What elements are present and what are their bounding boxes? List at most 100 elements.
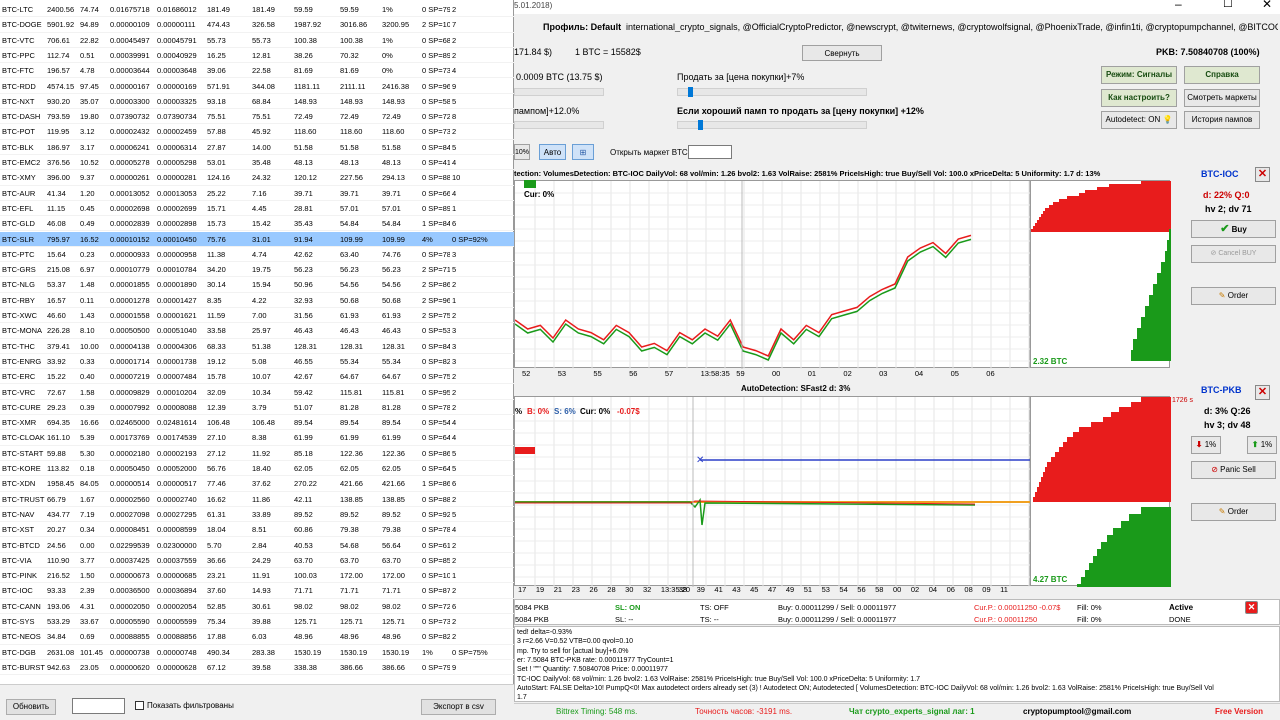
table-row[interactable]: BTC-NXT 930.20 35.07 0.00003300 0.00003325 93…: [0, 94, 514, 110]
table-cell: 0.00000169: [157, 81, 197, 91]
pct-toggle[interactable]: 10%: [514, 144, 530, 160]
table-row[interactable]: BTC-NEOS 34.84 0.69 0.00088855 0.00088856 17.…: [0, 629, 514, 645]
table-row[interactable]: BTC-MONA 226.28 8.10 0.00050500 0.00051040 33…: [0, 323, 514, 339]
ask-depth-bar: [1035, 223, 1171, 226]
order-button-ioc[interactable]: ✎ Order: [1191, 287, 1276, 305]
table-row[interactable]: BTC-IOC 93.33 2.39 0.00036500 0.00036894 37.6…: [0, 583, 514, 599]
how-to-setup-button[interactable]: Как настроить?: [1101, 89, 1177, 107]
table-row[interactable]: BTC-ENRG 33.92 0.33 0.00001714 0.00001738 19.…: [0, 354, 514, 370]
grid-icon[interactable]: ⊞: [572, 144, 594, 160]
table-row[interactable]: BTC-DASH 793.59 19.80 0.07390732 0.07390734 7…: [0, 109, 514, 125]
filter-input[interactable]: [72, 698, 125, 714]
table-row[interactable]: BTC-START 59.88 5.30 0.00002180 0.00002193 27…: [0, 446, 514, 461]
signals-mode-button[interactable]: Режим: Сигналы: [1101, 66, 1177, 84]
autodetect-button[interactable]: Autodetect: ON 💡: [1101, 111, 1177, 129]
table-row[interactable]: BTC-DOGE 5901.92 94.89 0.00000109 0.00000111…: [0, 17, 514, 33]
x-tick-label: 09: [982, 585, 991, 594]
table-row[interactable]: BTC-VTC 706.61 22.82 0.00045497 0.00045791 55…: [0, 33, 514, 48]
table-row[interactable]: BTC-VIA 110.90 3.77 0.00037425 0.00037559 36.…: [0, 553, 514, 569]
cancel-order-icon[interactable]: ✕: [1245, 601, 1258, 614]
table-row[interactable]: BTC-GRS 215.08 6.97 0.00010779 0.00010784 34.…: [0, 262, 514, 278]
legend-cur: Cur: 0%: [580, 407, 611, 416]
table-cell: 1: [452, 571, 457, 581]
pump-sell-slider[interactable]: [514, 121, 604, 129]
target-x-icon: ✕: [696, 455, 704, 466]
table-row[interactable]: BTC-BTCD 24.56 0.00 0.02299539 0.02300000 5.7…: [0, 538, 514, 553]
table-row[interactable]: BTC-PTC 15.64 0.23 0.00000933 0.00000958 11.3…: [0, 247, 514, 263]
table-cell: 0 SP=89%: [422, 50, 450, 60]
table-row[interactable]: BTC-TRUST 66.79 1.67 0.00002560 0.00002740 16…: [0, 492, 514, 507]
pkb-balance: PKB: 7.50840708 (100%): [1156, 47, 1260, 57]
price-chart-ioc[interactable]: [514, 180, 1031, 369]
table-row[interactable]: BTC-XDN 1958.45 84.05 0.00000514 0.00000517 7…: [0, 476, 514, 492]
table-row[interactable]: BTC-SYS 533.29 33.67 0.00005590 0.00005599 75…: [0, 614, 514, 630]
pump-history-button[interactable]: История пампов: [1184, 111, 1260, 129]
table-row[interactable]: BTC-ERC 15.22 0.40 0.00007219 0.00007484 15.7…: [0, 369, 514, 385]
good-pump-slider[interactable]: [677, 120, 867, 130]
table-row[interactable]: BTC-BURST 942.63 23.05 0.00000620 0.00000628…: [0, 660, 514, 676]
refresh-button[interactable]: Обновить: [6, 699, 56, 715]
table-cell: 46.43: [340, 326, 359, 336]
buy-button[interactable]: ✔ Buy: [1191, 220, 1276, 238]
table-cell: 48.96: [294, 632, 313, 642]
show-filtered-checkbox[interactable]: [135, 701, 144, 710]
depth-ioc: 2.32 BTC: [1033, 357, 1068, 366]
table-row[interactable]: BTC-EFL 11.15 0.45 0.00002698 0.00002699 15.7…: [0, 201, 514, 217]
table-row[interactable]: BTC-XST 20.27 0.34 0.00008451 0.00008599 18.0…: [0, 522, 514, 538]
table-row[interactable]: BTC-NAV 434.77 7.19 0.00027098 0.00027295 61.…: [0, 507, 514, 523]
table-cell: 37.62: [252, 479, 271, 489]
table-row[interactable]: BTC-RBY 16.57 0.11 0.00001278 0.00001427 8.35…: [0, 293, 514, 308]
table-row[interactable]: BTC-LTC 2400.56 74.74 0.01675718 0.01686012 1…: [0, 2, 514, 18]
maximize-button[interactable]: ☐: [1223, 0, 1233, 10]
table-row[interactable]: BTC-DGB 2631.08 101.45 0.00000738 0.00000748…: [0, 645, 514, 660]
table-row[interactable]: BTC-CLOAK 161.10 5.39 0.00173769 0.00174539 2…: [0, 430, 514, 446]
view-markets-button[interactable]: Смотреть маркеты: [1184, 89, 1260, 107]
table-cell: 0.00007484: [157, 372, 197, 382]
table-row[interactable]: BTC-VRC 72.67 1.58 0.00009829 0.00010204 32.0…: [0, 385, 514, 400]
table-row[interactable]: BTC-XMY 396.00 9.37 0.00000261 0.00000281 124…: [0, 170, 514, 186]
table-row[interactable]: BTC-THC 379.41 10.00 0.00004138 0.00004306 68…: [0, 339, 514, 354]
table-row[interactable]: BTC-XMR 694.35 16.66 0.02465000 0.02481614 10…: [0, 415, 514, 431]
table-cell: 1.20: [80, 188, 95, 198]
buy-amount-slider[interactable]: [514, 88, 604, 96]
table-row[interactable]: BTC-SLR 795.97 16.52 0.00010152 0.00010450 75…: [0, 231, 514, 247]
table-row[interactable]: BTC-NLG 53.37 1.48 0.00001855 0.00001890 30.1…: [0, 277, 514, 293]
order-button-pkb[interactable]: ✎ Order: [1191, 503, 1276, 521]
table-row[interactable]: BTC-AUR 41.34 1.20 0.00013052 0.00013053 25.2…: [0, 186, 514, 201]
table-row[interactable]: BTC-CURE 29.23 0.39 0.00007992 0.00008088 12.…: [0, 400, 514, 416]
panic-sell-button[interactable]: ⊘ Panic Sell: [1191, 461, 1276, 479]
event-log[interactable]: ted! delta=-0.93% 3 r=2.66 V=0.52 VTB=0.0…: [514, 626, 1280, 702]
collapse-button[interactable]: Свернуть: [802, 45, 882, 61]
table-row[interactable]: BTC-POT 119.95 3.12 0.00002432 0.00002459 57.…: [0, 124, 514, 140]
ask-depth-bar: [1053, 202, 1171, 205]
close-window-button[interactable]: ✕: [1262, 0, 1273, 11]
sell-target-slider[interactable]: [677, 87, 867, 97]
auto-toggle[interactable]: Авто: [539, 144, 566, 160]
close-pkb-icon[interactable]: ✕: [1255, 385, 1270, 400]
table-row[interactable]: BTC-PPC 112.74 0.51 0.00039991 0.00040929 16.…: [0, 48, 514, 64]
table-row[interactable]: BTC-EMC2 376.56 10.52 0.00005278 0.00005298 5…: [0, 155, 514, 171]
bid-depth-bar: [1081, 577, 1171, 584]
contact-email[interactable]: cryptopumptool@gmail.com: [1023, 707, 1132, 716]
table-cell: 115.81: [382, 387, 405, 397]
help-button[interactable]: Справка: [1184, 66, 1260, 84]
table-row[interactable]: BTC-KORE 113.82 0.18 0.00050450 0.00052000 56…: [0, 461, 514, 477]
table-cell: 72.67: [47, 387, 66, 397]
table-cell: 61.31: [207, 509, 226, 519]
table-row[interactable]: BTC-CANN 193.06 4.31 0.00002050 0.00002054 52…: [0, 599, 514, 614]
export-csv-button[interactable]: Экспорт в csv: [421, 699, 496, 715]
price-chart-pkb[interactable]: ✕: [514, 396, 1031, 587]
table-row[interactable]: BTC-BLK 186.97 3.17 0.00006241 0.00006314 27.…: [0, 140, 514, 155]
increase-stop-button[interactable]: ⬆ 1%: [1247, 436, 1277, 454]
close-ioc-icon[interactable]: ✕: [1255, 167, 1270, 182]
table-row[interactable]: BTC-PINK 216.52 1.50 0.00000673 0.00000685 23…: [0, 568, 514, 584]
cancel-buy-button[interactable]: ⊘ Cancel BUY: [1191, 245, 1276, 263]
table-row[interactable]: BTC-XWC 46.60 1.43 0.00001558 0.00001621 11.5…: [0, 308, 514, 324]
table-row[interactable]: BTC-FTC 196.57 4.78 0.00003644 0.00003648 39.…: [0, 63, 514, 79]
open-market-input[interactable]: [688, 145, 732, 159]
minimize-button[interactable]: –: [1175, 0, 1182, 11]
decrease-stop-button[interactable]: ⬇ 1%: [1191, 436, 1221, 454]
table-row[interactable]: BTC-GLD 46.08 0.49 0.00002839 0.00002898 15.7…: [0, 216, 514, 232]
x-tick-label: 47: [768, 585, 777, 594]
table-row[interactable]: BTC-RDD 4574.15 97.45 0.00000167 0.00000169 5…: [0, 79, 514, 94]
